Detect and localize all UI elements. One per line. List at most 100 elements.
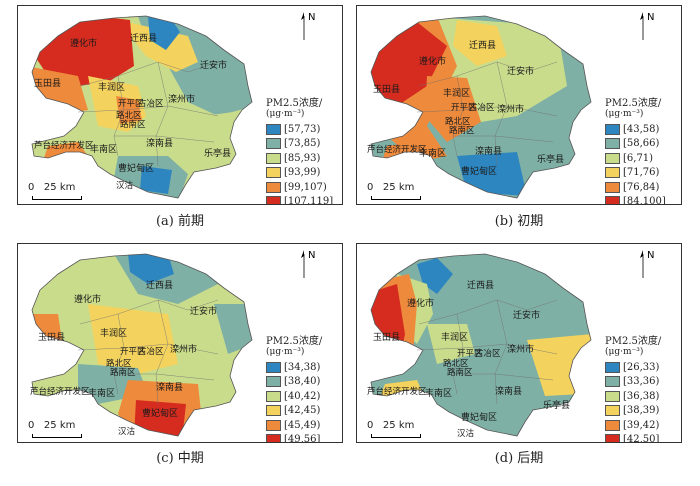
place-laoting: 乐亭县	[204, 147, 231, 159]
zone-a-mid	[118, 20, 198, 72]
place-fengnan: 丰南区	[90, 143, 117, 155]
north-label: N	[647, 250, 654, 261]
legend-swatch	[605, 123, 620, 135]
zone-b-city	[425, 76, 481, 142]
legend-swatch	[266, 181, 281, 193]
place-fengnan: 丰南区	[419, 147, 446, 159]
map-b-svg: 遵化市 迁西县 迁安市 玉田县 丰润区 开平区 古冶区 滦州市 路北区 路南区 …	[367, 12, 654, 199]
legend-swatch	[266, 138, 281, 150]
place-lutai: 芦台经济开发区	[30, 386, 90, 397]
place-kaiping: 开平区	[457, 349, 483, 359]
place-lubei: 路北区	[106, 358, 132, 369]
legend-item: [49,56]	[266, 433, 342, 442]
scale-bar-b	[371, 196, 421, 200]
legend-title: PM2.5浓度/	[266, 336, 323, 347]
legend-item: [57,73)	[266, 122, 342, 137]
map-a-outline	[31, 15, 253, 199]
legend-item: [93,99)	[266, 166, 342, 181]
map-b-district-lines	[416, 61, 558, 167]
place-lubei: 路北区	[443, 358, 469, 369]
place-guye: 古冶区	[469, 102, 495, 113]
zone-b-caofeidian	[457, 152, 527, 196]
legend-swatch	[266, 361, 281, 373]
place-zunhua: 遵化市	[70, 37, 97, 49]
legend-item: [107,119]	[266, 195, 342, 204]
legend-swatch	[266, 123, 281, 135]
scale-bar-c	[32, 434, 82, 438]
zone-c-qianxi	[128, 254, 174, 284]
legend-item: [38,39)	[605, 404, 681, 419]
legend-unit: (μg·m⁻³)	[605, 109, 644, 119]
place-hangu: 汉沽	[118, 426, 136, 437]
place-yutian: 玉田县	[38, 332, 65, 343]
place-lunan: 路南区	[120, 119, 146, 130]
scale-bar-d	[371, 434, 421, 438]
legend-title: PM2.5浓度/	[266, 98, 323, 109]
legend-a: PM2.5浓度/ (μg·m⁻³) [57,73) [73,85) [85,93…	[266, 98, 342, 204]
scale-text-c: 0 25 km	[28, 420, 76, 431]
place-caofeidian: 曹妃甸区	[142, 407, 178, 419]
legend-item: [45,49)	[266, 418, 342, 433]
place-guye: 古冶区	[138, 346, 164, 357]
legend-item: [43,58)	[605, 122, 681, 137]
map-panel-b: 遵化市 迁西县 迁安市 玉田县 丰润区 开平区 古冶区 滦州市 路北区 路南区 …	[356, 5, 682, 205]
legend-item: [99,107)	[266, 180, 342, 195]
place-hangu: 汉沽	[457, 428, 475, 439]
place-yutian: 玉田县	[373, 84, 400, 95]
legend-swatch	[266, 196, 281, 204]
place-luannan: 滦南县	[475, 145, 502, 157]
north-label: N	[308, 250, 315, 261]
place-yutian: 玉田县	[373, 332, 400, 343]
place-luanzhou: 滦州市	[170, 343, 197, 355]
zone-a-qianxi	[148, 16, 180, 50]
legend-swatch	[266, 405, 281, 417]
legend-item: [36,38)	[605, 389, 681, 404]
place-kaiping: 开平区	[118, 99, 144, 109]
caption-d: (d) 后期	[494, 451, 544, 466]
north-arrow-b: N	[640, 12, 654, 40]
place-fengrun: 丰润区	[100, 327, 127, 339]
legend-b: PM2.5浓度/ (μg·m⁻³) [43,58) [58,66) [6,71)…	[605, 98, 681, 204]
place-caofeidian: 曹妃甸区	[461, 165, 497, 177]
place-kaiping: 开平区	[451, 103, 477, 113]
place-guye: 古冶区	[138, 98, 164, 109]
zone-a-city	[116, 96, 142, 124]
place-qianan: 迁安市	[190, 305, 217, 317]
legend-swatch	[605, 419, 620, 431]
place-lunan: 路南区	[110, 367, 136, 378]
legend-item: [84,100]	[605, 195, 681, 204]
legend-item: [39,42)	[605, 418, 681, 433]
place-fengnan: 丰南区	[88, 387, 115, 399]
map-c-labels: 遵化市 迁西县 迁安市 玉田县 丰润区 开平区 古冶区 滦州市 路北区 路南区 …	[30, 280, 217, 437]
place-luanzhou: 滦州市	[507, 343, 534, 355]
place-luannan: 滦南县	[156, 381, 183, 393]
legend-item: [58,66)	[605, 137, 681, 152]
place-qianan: 迁安市	[200, 59, 227, 71]
place-qianan: 迁安市	[513, 309, 540, 321]
legend-swatch	[605, 196, 620, 204]
legend-swatch	[266, 390, 281, 402]
place-fengrun: 丰润区	[443, 87, 470, 99]
map-panel-a: 遵化市 迁西县 迁安市 玉田县 丰润区 开平区 古冶区 滦州市 路北区 路南区 …	[17, 5, 343, 205]
place-luanzhou: 滦州市	[497, 103, 524, 115]
place-lutai: 芦台经济开发区	[34, 140, 94, 151]
map-d-svg: 遵化市 迁西县 迁安市 玉田县 丰润区 开平区 古冶区 滦州市 路北区 路南区 …	[367, 250, 654, 439]
legend-item: [26,33)	[605, 360, 681, 375]
legend-swatch	[605, 376, 620, 388]
place-fengrun: 丰润区	[98, 81, 125, 93]
place-guye: 古冶区	[475, 348, 501, 359]
place-caofeidian: 曹妃甸区	[118, 162, 154, 174]
map-d-district-lines	[416, 299, 558, 405]
place-fengnan: 丰南区	[425, 387, 452, 399]
legend-item: [71,76)	[605, 166, 681, 181]
zone-b-mid	[453, 20, 507, 66]
map-a-labels: 遵化市 迁西县 迁安市 玉田县 丰润区 开平区 古冶区 滦州市 路北区 路南区 …	[34, 33, 231, 191]
place-laoting: 乐亭县	[543, 399, 570, 411]
map-c-outline	[31, 253, 253, 437]
legend-d: PM2.5浓度/ (μg·m⁻³) [26,33) [33,36) [36,38…	[605, 336, 681, 442]
place-lutai: 芦台经济开发区	[367, 386, 427, 397]
north-arrow-d: N	[640, 250, 654, 278]
legend-c: PM2.5浓度/ (μg·m⁻³) [34,38) [38,40) [40,42…	[266, 336, 342, 442]
map-panel-d: 遵化市 迁西县 迁安市 玉田县 丰润区 开平区 古冶区 滦州市 路北区 路南区 …	[356, 243, 682, 443]
legend-item: [85,93)	[266, 151, 342, 166]
